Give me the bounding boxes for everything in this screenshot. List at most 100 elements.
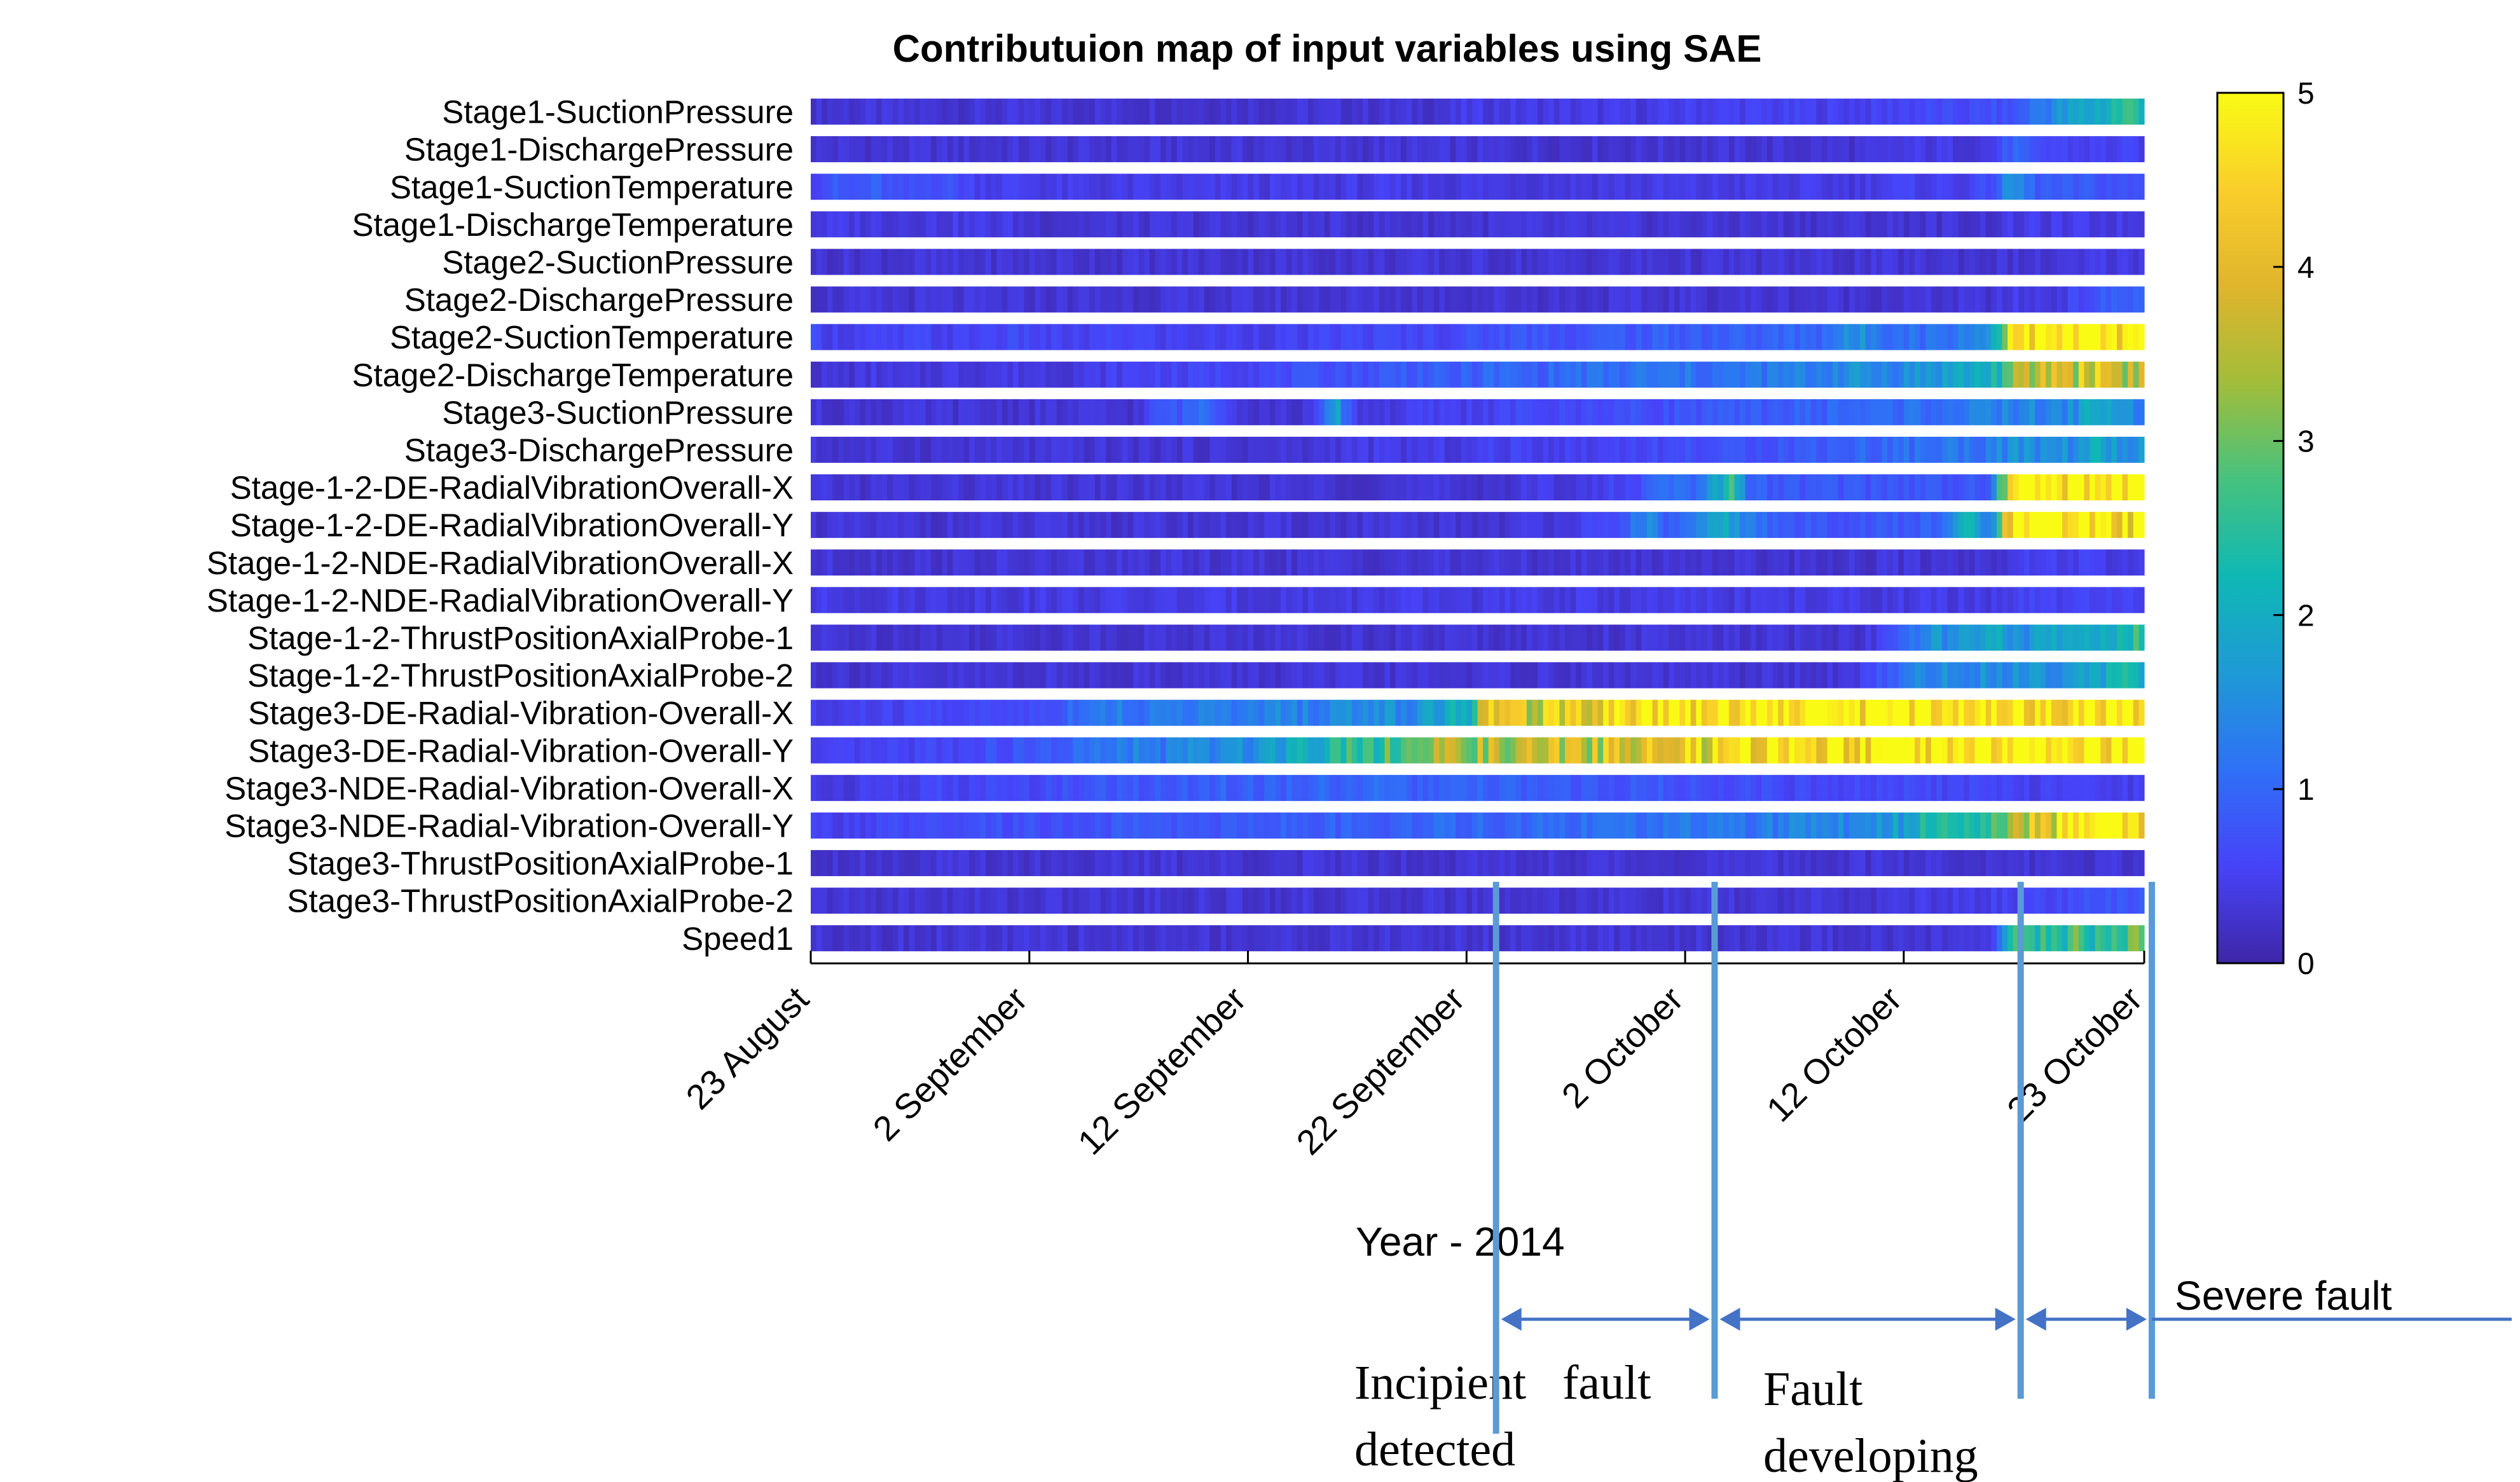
heatmap-cell xyxy=(1543,549,1549,576)
heatmap-cell xyxy=(1532,624,1538,651)
heatmap-cell xyxy=(1625,512,1631,539)
heatmap-cell xyxy=(2018,211,2025,238)
heatmap-cell xyxy=(1368,136,1374,163)
heatmap-cell xyxy=(1176,436,1183,463)
heatmap-cell xyxy=(1002,624,1008,651)
heatmap-cell xyxy=(843,474,850,501)
heatmap-cell xyxy=(1160,549,1167,576)
heatmap-cell xyxy=(1127,211,1134,238)
heatmap-cell xyxy=(1346,436,1353,463)
heatmap-cell xyxy=(1417,249,1424,275)
heatmap-cell xyxy=(1029,662,1035,689)
heatmap-cell xyxy=(1089,286,1096,313)
heatmap-cell xyxy=(1242,399,1249,425)
heatmap-cell xyxy=(980,624,986,651)
heatmap-row xyxy=(811,136,2145,163)
heatmap-cell xyxy=(1122,211,1129,238)
heatmap-cell xyxy=(1155,286,1161,313)
heatmap-cell xyxy=(1789,286,1795,313)
heatmap-cell xyxy=(1073,174,1079,200)
heatmap-cell xyxy=(1253,549,1260,576)
heatmap-cell xyxy=(986,774,992,801)
heatmap-cell xyxy=(1860,174,1866,200)
heatmap-cell xyxy=(2035,699,2041,726)
heatmap-cell xyxy=(871,699,877,726)
heatmap-cell xyxy=(1630,436,1637,463)
heatmap-cell xyxy=(1690,549,1697,576)
heatmap-cell xyxy=(931,662,937,689)
heatmap-cell xyxy=(1319,324,1325,350)
heatmap-cell xyxy=(1045,211,1052,238)
heatmap-cell xyxy=(1515,361,1522,388)
heatmap-cell xyxy=(1242,850,1249,877)
heatmap-cell xyxy=(1264,211,1270,238)
heatmap-cell xyxy=(1111,699,1117,726)
heatmap-cell xyxy=(1018,812,1024,839)
heatmap-cell xyxy=(1100,549,1106,576)
heatmap-cell xyxy=(2029,324,2035,350)
heatmap-cell xyxy=(1188,436,1194,463)
heatmap-cell xyxy=(1532,474,1538,501)
heatmap-cell xyxy=(827,211,833,238)
heatmap-cell xyxy=(1559,737,1566,764)
heatmap-cell xyxy=(1871,211,1877,238)
heatmap-cell xyxy=(2105,174,2112,200)
heatmap-cell xyxy=(1237,324,1243,350)
heatmap-cell xyxy=(958,624,965,651)
heatmap-cell xyxy=(1018,436,1024,463)
heatmap-cell xyxy=(1728,474,1735,501)
heatmap-cell xyxy=(871,474,877,501)
heatmap-cell xyxy=(1456,99,1462,125)
heatmap-cell xyxy=(919,812,926,839)
heatmap-cell xyxy=(996,699,1003,726)
heatmap-cell xyxy=(1308,699,1314,726)
heatmap-cell xyxy=(1138,699,1145,726)
heatmap-cell xyxy=(1707,549,1713,576)
heatmap-cell xyxy=(1444,399,1451,425)
heatmap-row xyxy=(811,99,2145,125)
heatmap-cell xyxy=(1417,774,1424,801)
heatmap-cell xyxy=(925,286,932,313)
heatmap-cell xyxy=(1619,549,1626,576)
heatmap-cell xyxy=(881,549,888,576)
heatmap-cell xyxy=(1100,774,1106,801)
heatmap-cell xyxy=(942,699,948,726)
heatmap-cell xyxy=(969,549,975,576)
heatmap-cell xyxy=(1450,812,1456,839)
heatmap-cell xyxy=(1401,174,1407,200)
heatmap-cell xyxy=(1351,662,1358,689)
heatmap-cell xyxy=(1745,474,1751,501)
heatmap-cell xyxy=(936,249,942,275)
heatmap-cell xyxy=(1269,99,1276,125)
heatmap-cell xyxy=(832,399,839,425)
heatmap-cell xyxy=(1974,699,1981,726)
heatmap-cell xyxy=(1810,361,1817,388)
heatmap-cell xyxy=(1231,399,1237,425)
heatmap-cell xyxy=(1559,286,1566,313)
heatmap-cell xyxy=(1903,286,1910,313)
heatmap-cell xyxy=(2084,399,2090,425)
heatmap-cell xyxy=(1002,587,1008,614)
heatmap-cell xyxy=(1144,737,1150,764)
heatmap-cell xyxy=(1504,436,1511,463)
heatmap-cell xyxy=(887,737,893,764)
heatmap-cell xyxy=(1526,436,1533,463)
heatmap-cell xyxy=(1646,399,1653,425)
heatmap-cell xyxy=(2090,737,2096,764)
heatmap-cell xyxy=(1073,737,1079,764)
heatmap-cell xyxy=(1712,361,1719,388)
heatmap-cell xyxy=(1122,361,1129,388)
heatmap-cell xyxy=(1854,361,1861,388)
heatmap-cell xyxy=(1652,361,1658,388)
heatmap-cell xyxy=(1723,699,1730,726)
heatmap-cell xyxy=(931,587,937,614)
heatmap-cell xyxy=(1062,624,1068,651)
heatmap-cell xyxy=(1308,361,1314,388)
heatmap-cell xyxy=(2067,737,2074,764)
heatmap-cell xyxy=(1783,361,1789,388)
heatmap-cell xyxy=(2073,662,2079,689)
heatmap-cell xyxy=(2122,699,2128,726)
heatmap-cell xyxy=(974,699,981,726)
heatmap-cell xyxy=(871,512,877,539)
heatmap-cell xyxy=(1302,774,1309,801)
